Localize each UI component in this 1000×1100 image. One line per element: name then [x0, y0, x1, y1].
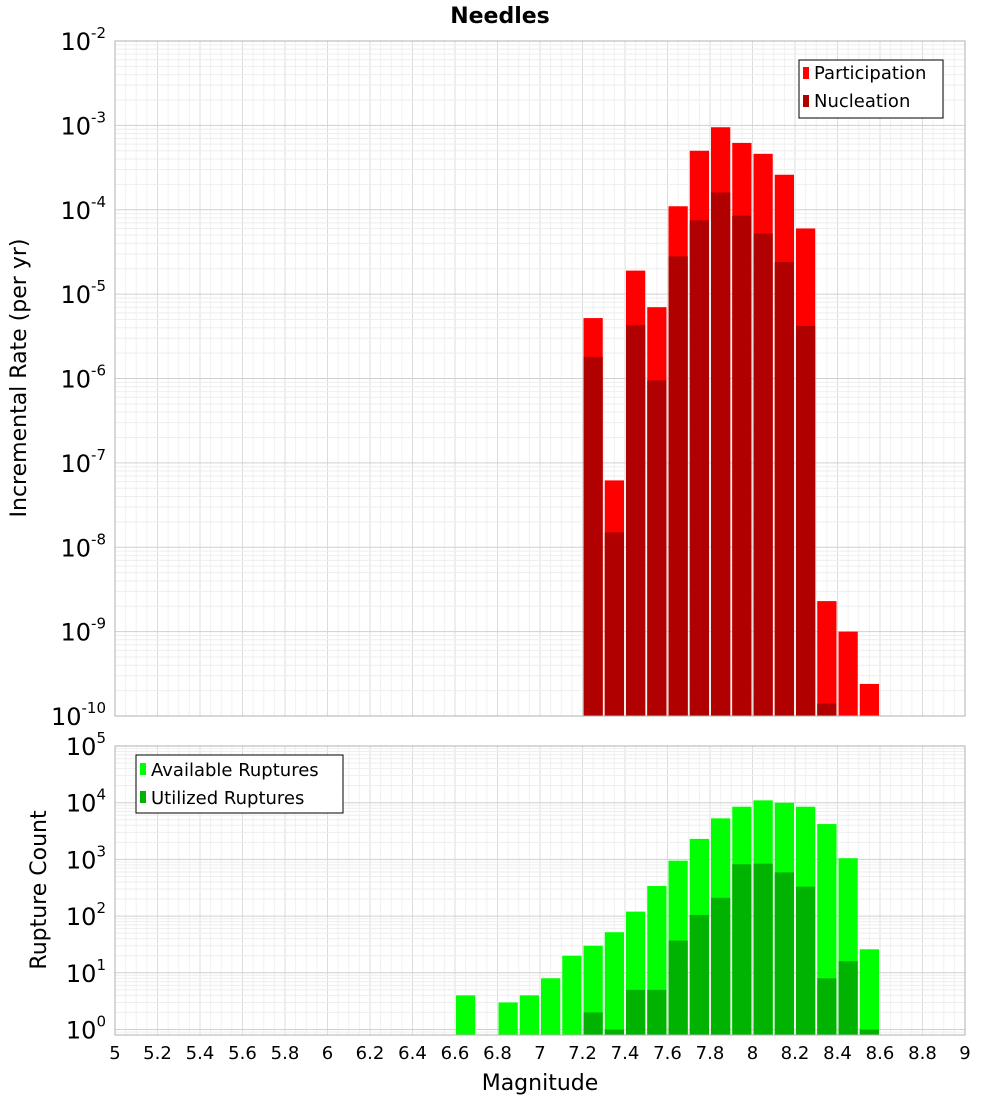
bar-utilized-ruptures [859, 1029, 879, 1035]
x-tick-label: 7 [534, 1043, 545, 1064]
x-tick-label: 5.6 [228, 1043, 257, 1064]
bar-utilized-ruptures [817, 978, 837, 1035]
bar-nucleation [774, 262, 794, 716]
x-tick-label: 5.2 [143, 1043, 172, 1064]
y-tick-label: 103 [66, 842, 106, 874]
y-tick-label: 10-4 [60, 193, 106, 225]
bar-utilized-ruptures [583, 1012, 603, 1035]
y-tick-label: 10-2 [60, 24, 106, 56]
bar-utilized-ruptures [604, 1029, 624, 1035]
bar-participation [838, 631, 858, 716]
legend-rate-box [798, 59, 944, 119]
plot-frames [114, 40, 966, 1036]
x-tick-label: 5 [109, 1043, 120, 1064]
x-tick-label: 6.2 [356, 1043, 385, 1064]
x-tick-label: 8.4 [823, 1043, 852, 1064]
x-tick-label: 6 [322, 1043, 333, 1064]
legend-label-nucleation: Nucleation [814, 91, 910, 112]
y-axis-label-rate: Incremental Rate (per yr) [7, 239, 32, 518]
bar-available-ruptures [562, 955, 582, 1035]
bars [456, 127, 879, 1035]
x-tick-label: 7.2 [568, 1043, 597, 1064]
bar-available-ruptures [519, 995, 539, 1035]
bar-utilized-ruptures [774, 872, 794, 1035]
x-tick-label: 7.6 [653, 1043, 682, 1064]
bar-utilized-ruptures [626, 989, 646, 1035]
bar-utilized-ruptures [647, 989, 667, 1035]
bar-available-ruptures [604, 932, 624, 1035]
x-tick-label: 9 [959, 1043, 970, 1064]
bar-utilized-ruptures [711, 897, 731, 1035]
bar-utilized-ruptures [796, 886, 816, 1035]
legend-label-available: Available Ruptures [151, 760, 319, 781]
y-tick-label: 10-10 [51, 699, 106, 731]
y-axis-label-count: Rupture Count [27, 810, 52, 970]
legend-swatch-participation [803, 67, 809, 79]
x-tick-label: 8.2 [781, 1043, 810, 1064]
legend-label-participation: Participation [814, 63, 926, 84]
chart-title: Needles [450, 4, 550, 29]
bar-utilized-ruptures [689, 914, 709, 1035]
bar-nucleation [626, 325, 646, 716]
x-tick-label: 8.8 [908, 1043, 937, 1064]
bar-available-ruptures [498, 1002, 518, 1035]
y-tick-label: 10-6 [60, 362, 106, 394]
x-tick-label: 6.4 [398, 1043, 427, 1064]
y-tick-label: 10-8 [60, 530, 106, 562]
y-tick-label: 105 [66, 729, 106, 761]
bar-nucleation [604, 532, 624, 716]
bar-available-ruptures [456, 995, 476, 1035]
bar-utilized-ruptures [668, 940, 688, 1035]
bar-available-ruptures [541, 978, 561, 1035]
legend-label-utilized: Utilized Ruptures [151, 788, 304, 809]
bar-participation [859, 683, 879, 716]
x-tick-label: 8 [747, 1043, 758, 1064]
bar-nucleation [711, 192, 731, 717]
legend-rate: Participation Nucleation [798, 59, 944, 119]
grid [114, 41, 966, 1036]
x-axis-label: Magnitude [482, 1071, 599, 1096]
x-tick-label: 7.8 [696, 1043, 725, 1064]
y-tick-label: 10-7 [60, 446, 106, 478]
y-tick-label: 104 [66, 786, 106, 818]
x-tick-label: 7.4 [611, 1043, 640, 1064]
tick-labels: 10-2 10-3 10-4 10-5 10-6 10-7 10-8 10-9 10-10105… [51, 24, 971, 1064]
bar-nucleation [796, 325, 816, 716]
bar-available-ruptures [859, 949, 879, 1035]
bar-nucleation [732, 215, 752, 717]
legend-swatch-utilized [140, 791, 146, 803]
x-tick-label: 6.6 [441, 1043, 470, 1064]
bar-utilized-ruptures [732, 864, 752, 1035]
bar-nucleation [668, 256, 688, 716]
legend-count-box [135, 754, 344, 814]
bar-participation [817, 601, 837, 716]
x-tick-label: 5.4 [186, 1043, 215, 1064]
bar-utilized-ruptures [838, 961, 858, 1035]
y-tick-label: 10-5 [60, 277, 106, 309]
y-tick-label: 101 [66, 956, 106, 988]
bar-nucleation [753, 233, 773, 716]
legend-count: Available Ruptures Utilized Ruptures [135, 754, 344, 814]
bar-utilized-ruptures [753, 863, 773, 1035]
y-tick-label: 10-3 [60, 108, 106, 140]
bar-nucleation [647, 380, 667, 716]
x-tick-label: 6.8 [483, 1043, 512, 1064]
x-tick-label: 5.8 [271, 1043, 300, 1064]
x-tick-label: 8.6 [866, 1043, 895, 1064]
plot-frame [114, 745, 966, 1036]
y-tick-label: 102 [66, 899, 106, 931]
y-tick-label: 100 [66, 1013, 106, 1045]
legend-swatch-available [140, 763, 146, 775]
y-tick-label: 10-9 [60, 615, 106, 647]
plot-frame [114, 40, 966, 717]
bar-nucleation [689, 220, 709, 717]
bar-nucleation [583, 356, 603, 716]
legend-swatch-nucleation [803, 95, 809, 107]
bar-nucleation [817, 703, 837, 716]
